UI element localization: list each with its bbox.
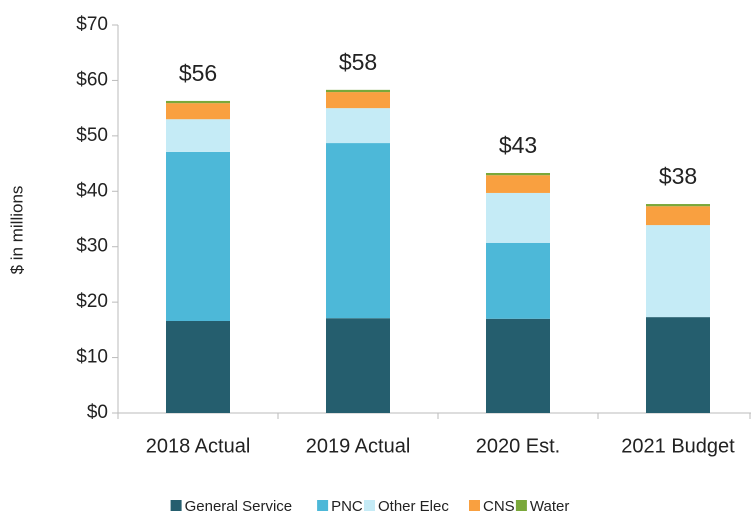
bar-segment — [646, 317, 710, 413]
legend-swatch — [364, 500, 375, 511]
bar-segment — [166, 320, 230, 413]
legend-swatch — [317, 500, 329, 511]
bar-segment — [166, 151, 230, 321]
bar-segment — [326, 89, 390, 93]
bar-segment — [646, 225, 710, 318]
legend-label: Water — [530, 498, 569, 515]
x-tick-label: 2018 Actual — [146, 435, 251, 457]
y-tick-label: $20 — [76, 291, 108, 312]
legend-swatch — [515, 500, 527, 511]
bar-segment — [486, 172, 550, 176]
legend-label: Other Elec — [378, 498, 449, 515]
x-tick-label: 2019 Actual — [306, 435, 411, 457]
total-label: $43 — [499, 132, 537, 158]
bar-segment — [646, 206, 710, 226]
total-label: $56 — [179, 60, 217, 86]
x-tick-label: 2021 Budget — [621, 435, 735, 457]
legend-swatch — [469, 500, 480, 511]
bar-segment — [166, 103, 230, 120]
y-tick-label: $10 — [76, 347, 108, 368]
y-tick-label: $40 — [76, 180, 108, 201]
y-axis-label: $ in millions — [7, 186, 26, 275]
y-tick-label: $70 — [76, 14, 108, 35]
bar-segment — [166, 100, 230, 104]
bar-segment — [646, 204, 710, 207]
bar-segment — [486, 192, 550, 243]
legend-label: General Service — [185, 498, 293, 515]
bar-segment — [326, 318, 390, 413]
bar-segment — [486, 242, 550, 319]
bar-segment — [326, 92, 390, 109]
x-tick-label: 2020 Est. — [476, 435, 561, 457]
y-tick-label: $60 — [76, 69, 108, 90]
total-label: $58 — [339, 49, 377, 75]
y-tick-label: $50 — [76, 125, 108, 146]
y-tick-label: $0 — [87, 402, 108, 423]
y-tick-label: $30 — [76, 236, 108, 257]
bar-segment — [326, 108, 390, 144]
bar-segment — [486, 175, 550, 193]
bar-segment — [166, 119, 230, 152]
legend-label: PNC — [331, 498, 363, 515]
total-label: $38 — [659, 163, 697, 189]
bar-segment — [326, 143, 390, 319]
bar-segment — [486, 318, 550, 413]
legend-label: CNS — [483, 498, 515, 515]
legend-swatch — [170, 500, 182, 511]
